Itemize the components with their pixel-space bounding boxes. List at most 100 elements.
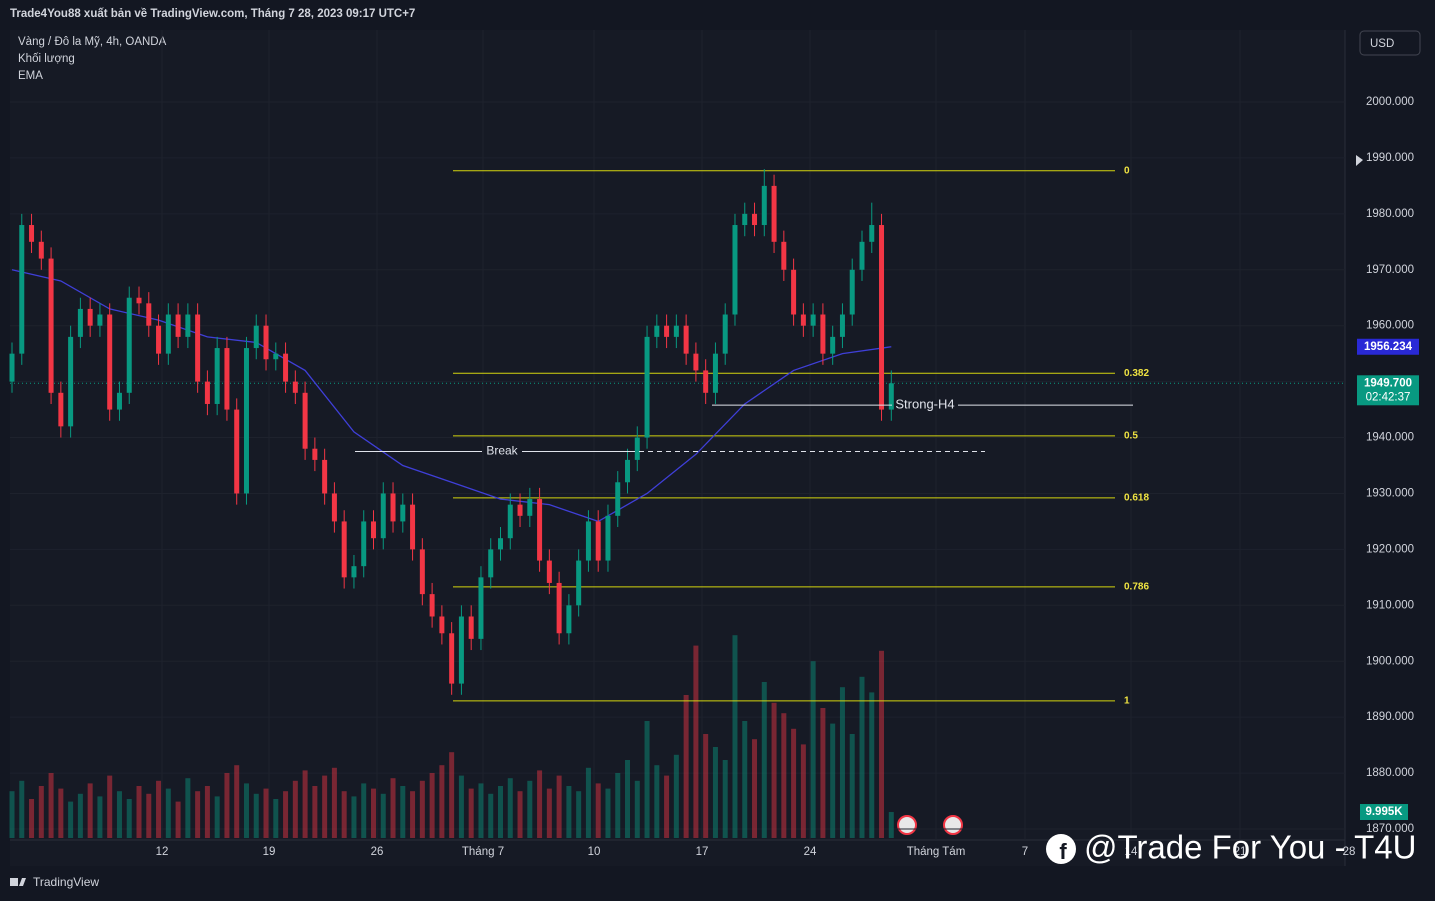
candle-body <box>771 185 777 242</box>
volume-bar <box>703 734 709 838</box>
legend-ema: EMA <box>18 70 43 82</box>
volume-bar <box>322 775 328 838</box>
currency-label: USD <box>1370 38 1394 50</box>
candle-body <box>97 314 103 326</box>
volume-bar <box>517 791 523 838</box>
volume-bar <box>116 791 122 838</box>
candle-body <box>488 549 494 578</box>
volume-bar <box>712 747 718 838</box>
volume-bar <box>527 780 533 838</box>
candle-body <box>830 336 836 354</box>
candle-body <box>664 325 670 337</box>
candle-body <box>234 409 240 494</box>
fib-label: 0.382 <box>1124 368 1149 379</box>
candle-body <box>849 269 855 315</box>
x-tick-label: 14 <box>1125 846 1138 858</box>
volume-bar <box>566 786 572 838</box>
volume-bar <box>341 791 347 838</box>
candle-body <box>761 185 767 226</box>
volume-bar <box>605 788 611 838</box>
volume-bar <box>771 702 777 838</box>
candle-body <box>556 582 562 634</box>
volume-bar <box>849 734 855 838</box>
facebook-icon <box>1046 834 1076 864</box>
volume-bar <box>87 783 93 838</box>
candle-body <box>156 325 162 354</box>
candle-body <box>673 325 679 337</box>
volume-bar <box>156 780 162 838</box>
volume-bar <box>615 773 621 838</box>
volume-bar <box>214 796 220 838</box>
y-tick-label: 1880.000 <box>1366 767 1414 779</box>
volume-bar <box>204 786 210 838</box>
volume-bar <box>234 765 240 838</box>
volume-bar <box>644 721 650 838</box>
candle-body <box>292 381 298 393</box>
candle-body <box>263 325 269 360</box>
volume-bar <box>29 799 35 838</box>
watermark: @Trade For You - T4U <box>1084 829 1416 866</box>
volume-bar <box>292 780 298 838</box>
candle-body <box>48 258 54 393</box>
candle-body <box>800 314 806 326</box>
candle-body <box>585 521 591 561</box>
candle-body <box>175 314 181 337</box>
volume-bar <box>48 773 54 838</box>
volume-bar <box>410 791 416 838</box>
candle-body <box>283 353 289 382</box>
legend-symbol: Vàng / Đô la Mỹ, 4h, OANDA <box>18 36 167 48</box>
currency-button[interactable] <box>1359 30 1421 56</box>
y-tick-label: 1940.000 <box>1366 432 1414 444</box>
volume-bar <box>400 786 406 838</box>
volume-bar <box>791 728 797 838</box>
candle-body <box>683 325 689 354</box>
volume-bar <box>693 645 699 838</box>
candle-body <box>703 370 709 393</box>
volume-bar <box>243 783 249 838</box>
strong-label: Strong-H4 <box>895 397 954 412</box>
candle-body <box>58 392 64 427</box>
candle-body <box>322 459 328 494</box>
candle-body <box>380 493 386 539</box>
candle-body <box>224 348 230 410</box>
candle-body <box>498 538 503 550</box>
volume-bar <box>488 793 494 838</box>
volume-bar <box>302 770 308 838</box>
candle-body <box>634 437 640 460</box>
volume-bar <box>126 799 132 838</box>
y-tick-label: 1910.000 <box>1366 599 1414 611</box>
candle-body <box>9 353 15 382</box>
volume-bar <box>654 765 660 838</box>
volume-bar <box>732 635 738 838</box>
volume-bar <box>546 788 552 838</box>
volume-bar <box>361 783 367 838</box>
candle-body <box>742 213 748 226</box>
candle-body <box>87 308 93 326</box>
candle-body <box>204 381 210 404</box>
volume-bar <box>683 695 689 838</box>
candle-body <box>77 308 83 337</box>
candle-body <box>302 392 308 449</box>
candle-body <box>820 314 826 354</box>
y-tick-label: 1930.000 <box>1366 487 1414 499</box>
legend-volume: Khối lượng <box>18 53 75 65</box>
volume-bar <box>625 760 631 838</box>
volume-tag-label: 9.995K <box>1365 806 1403 818</box>
x-tick-label: 19 <box>263 846 276 858</box>
volume-bar <box>810 661 816 838</box>
volume-bar <box>478 783 484 838</box>
y-tick-label: 1870.000 <box>1366 823 1414 835</box>
candle-body <box>859 241 865 270</box>
volume-bar <box>263 788 269 838</box>
volume-bar <box>185 778 191 838</box>
candle-body <box>644 336 650 438</box>
volume-bar <box>380 793 386 838</box>
candle-body <box>185 314 191 337</box>
candle-body <box>195 314 201 382</box>
candle-body <box>791 269 797 315</box>
y-tick-label: 2000.000 <box>1366 96 1414 108</box>
volume-bar <box>449 752 455 838</box>
volume-bar <box>869 692 875 838</box>
plot-area <box>10 30 1345 866</box>
candle-body <box>732 225 738 315</box>
